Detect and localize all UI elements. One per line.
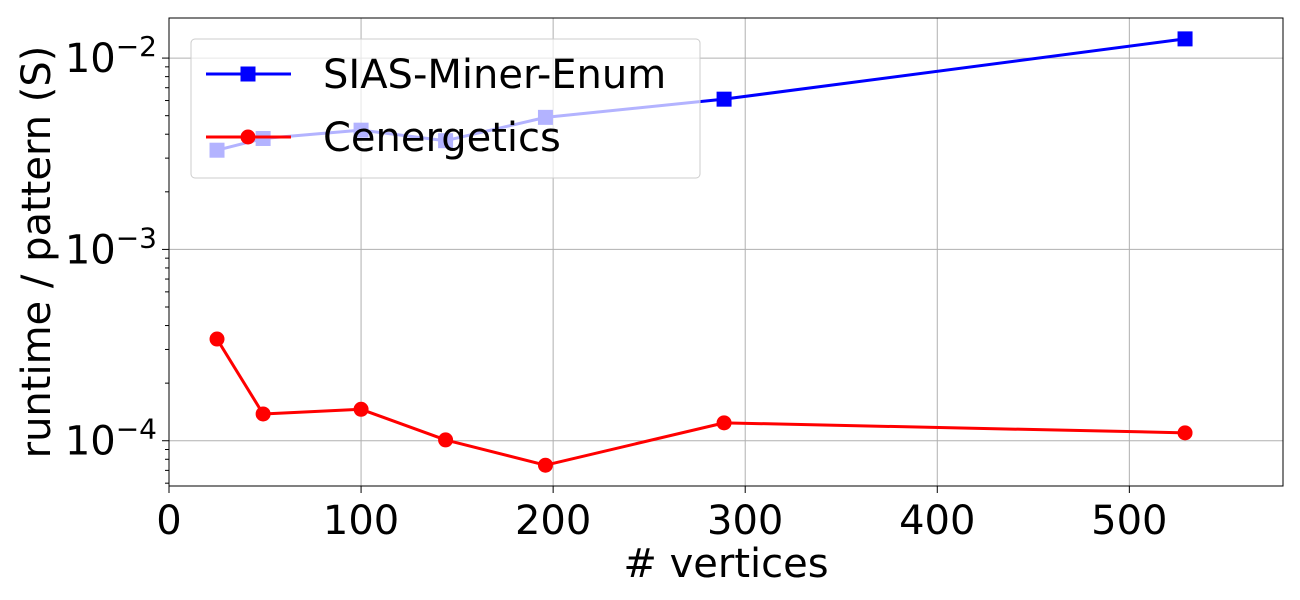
plot-frame	[168, 17, 1284, 487]
data-point	[353, 401, 369, 417]
data-point	[1177, 31, 1193, 47]
x-tick-label: 300	[707, 498, 783, 544]
x-tick-label: 500	[1091, 498, 1167, 544]
data-point	[537, 457, 553, 473]
legend-label: Cenergetics	[323, 115, 561, 161]
x-axis-title: # vertices	[623, 541, 828, 587]
x-tick-label: 400	[899, 498, 975, 544]
x-tick-label: 100	[323, 498, 399, 544]
y-tick-label: 10−3	[65, 221, 157, 273]
y-axis: 10−4 10−3 10−2	[65, 30, 169, 484]
legend-marker	[240, 129, 256, 145]
legend-label: SIAS-Miner-Enum	[323, 52, 666, 98]
data-point	[1177, 425, 1193, 441]
legend-box	[190, 38, 701, 179]
y-tick-label: 10−4	[65, 413, 157, 465]
legend-item: SIAS-Miner-Enum	[206, 52, 666, 98]
data-point	[255, 406, 271, 422]
data-point	[716, 91, 732, 107]
x-tick-label: 200	[515, 498, 591, 544]
data-point	[438, 432, 454, 448]
legend: SIAS-Miner-Enum Cenergetics	[190, 38, 701, 179]
series-2	[209, 331, 1193, 473]
x-axis: 0 100 200 300 400 500	[156, 486, 1168, 544]
y-tick-label: 10−2	[65, 30, 157, 82]
data-point	[716, 415, 732, 431]
legend-marker	[240, 66, 256, 82]
y-axis-title: runtime / pattern (S)	[14, 46, 60, 459]
x-tick-label: 0	[156, 498, 181, 544]
legend-item: Cenergetics	[206, 115, 561, 161]
data-point	[209, 331, 225, 347]
